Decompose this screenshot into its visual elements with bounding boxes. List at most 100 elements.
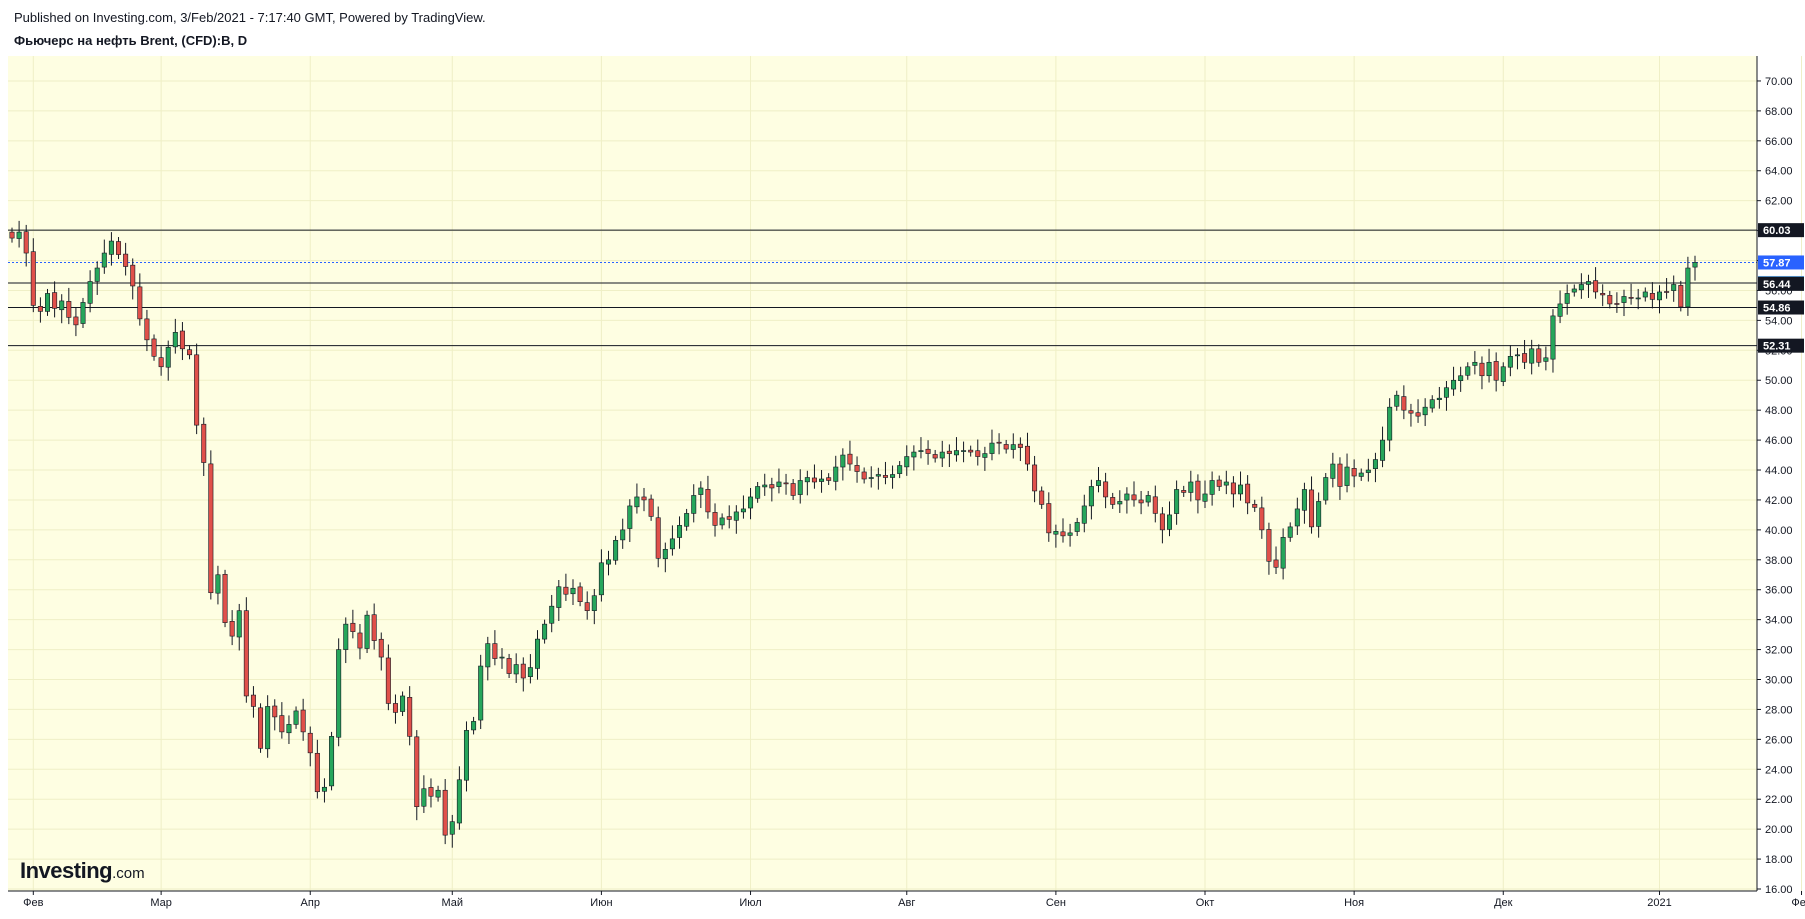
- candle[interactable]: [1223, 470, 1229, 495]
- candle[interactable]: [179, 322, 185, 361]
- candle[interactable]: [407, 686, 413, 746]
- candle[interactable]: [1507, 345, 1513, 377]
- candle[interactable]: [1110, 492, 1116, 509]
- candle[interactable]: [1500, 362, 1506, 387]
- candle[interactable]: [1138, 490, 1144, 515]
- candle[interactable]: [925, 440, 931, 465]
- candle[interactable]: [1131, 481, 1137, 507]
- candle[interactable]: [854, 456, 860, 483]
- candle[interactable]: [66, 287, 72, 325]
- candle[interactable]: [201, 417, 207, 477]
- candle[interactable]: [1522, 339, 1528, 370]
- candle[interactable]: [634, 483, 640, 514]
- candle[interactable]: [1117, 490, 1123, 513]
- candle[interactable]: [1238, 471, 1244, 501]
- candle[interactable]: [939, 440, 945, 468]
- candle[interactable]: [449, 814, 455, 848]
- candle[interactable]: [1486, 348, 1492, 383]
- candle[interactable]: [591, 588, 597, 625]
- candle[interactable]: [1479, 356, 1485, 390]
- candle[interactable]: [911, 445, 917, 471]
- candle[interactable]: [1628, 283, 1634, 305]
- candle[interactable]: [1593, 267, 1599, 299]
- candle[interactable]: [897, 461, 903, 479]
- candle[interactable]: [655, 506, 661, 568]
- candle[interactable]: [1344, 453, 1350, 493]
- candle[interactable]: [456, 766, 462, 830]
- candle[interactable]: [1380, 426, 1386, 468]
- candle[interactable]: [400, 691, 406, 717]
- candle[interactable]: [534, 630, 540, 680]
- candle[interactable]: [59, 294, 65, 324]
- candle[interactable]: [804, 470, 810, 496]
- candle[interactable]: [165, 340, 171, 381]
- candle[interactable]: [478, 654, 484, 730]
- candle[interactable]: [996, 433, 1002, 455]
- candle[interactable]: [1543, 346, 1549, 371]
- candle[interactable]: [1294, 497, 1300, 535]
- candle[interactable]: [882, 461, 888, 485]
- candle[interactable]: [442, 779, 448, 845]
- candle[interactable]: [236, 603, 242, 651]
- candle[interactable]: [94, 261, 100, 295]
- candle[interactable]: [1039, 486, 1045, 509]
- candle[interactable]: [904, 445, 910, 476]
- candle[interactable]: [1465, 362, 1471, 380]
- candle[interactable]: [471, 716, 477, 735]
- candle[interactable]: [705, 475, 711, 519]
- candle[interactable]: [762, 473, 768, 496]
- candle[interactable]: [740, 495, 746, 519]
- candle[interactable]: [321, 778, 327, 803]
- candle[interactable]: [890, 465, 896, 489]
- candle[interactable]: [116, 237, 122, 260]
- candle[interactable]: [1514, 348, 1520, 370]
- candle[interactable]: [1309, 476, 1315, 534]
- candle[interactable]: [9, 227, 15, 243]
- candle[interactable]: [542, 619, 548, 644]
- candle[interactable]: [1458, 366, 1464, 392]
- candle[interactable]: [755, 481, 761, 503]
- candle[interactable]: [1664, 278, 1670, 299]
- candle[interactable]: [158, 346, 164, 376]
- candle[interactable]: [16, 220, 22, 248]
- candle[interactable]: [1053, 524, 1059, 548]
- candle[interactable]: [1493, 352, 1499, 392]
- candle[interactable]: [613, 535, 619, 565]
- candle[interactable]: [1103, 472, 1109, 509]
- candle[interactable]: [783, 473, 789, 495]
- candle[interactable]: [45, 288, 51, 316]
- candle[interactable]: [520, 657, 526, 692]
- candle[interactable]: [286, 715, 292, 745]
- candle[interactable]: [385, 644, 391, 711]
- candle[interactable]: [1408, 403, 1414, 427]
- candle[interactable]: [215, 565, 221, 605]
- candle[interactable]: [144, 309, 150, 352]
- candle[interactable]: [1195, 474, 1201, 514]
- candle[interactable]: [1330, 452, 1336, 488]
- candle[interactable]: [1685, 256, 1691, 316]
- candle[interactable]: [208, 450, 214, 600]
- candle[interactable]: [1472, 351, 1478, 375]
- candle[interactable]: [1245, 475, 1251, 515]
- candle[interactable]: [1337, 457, 1343, 500]
- candle[interactable]: [1443, 380, 1449, 411]
- candle[interactable]: [300, 698, 306, 741]
- candle[interactable]: [989, 429, 995, 461]
- candle[interactable]: [1607, 290, 1613, 309]
- candle[interactable]: [357, 623, 363, 660]
- candle[interactable]: [1202, 480, 1208, 509]
- candle[interactable]: [1564, 284, 1570, 315]
- candle[interactable]: [627, 499, 633, 542]
- candle[interactable]: [1032, 455, 1038, 503]
- candle[interactable]: [1060, 518, 1066, 543]
- candle[interactable]: [80, 297, 86, 329]
- candle[interactable]: [1074, 517, 1080, 537]
- candle[interactable]: [293, 706, 299, 729]
- candle[interactable]: [684, 508, 690, 531]
- candle[interactable]: [598, 549, 604, 602]
- candle[interactable]: [1649, 282, 1655, 309]
- candle[interactable]: [769, 477, 775, 502]
- candle[interactable]: [1351, 459, 1357, 488]
- candle[interactable]: [620, 518, 626, 549]
- candle[interactable]: [1550, 309, 1556, 373]
